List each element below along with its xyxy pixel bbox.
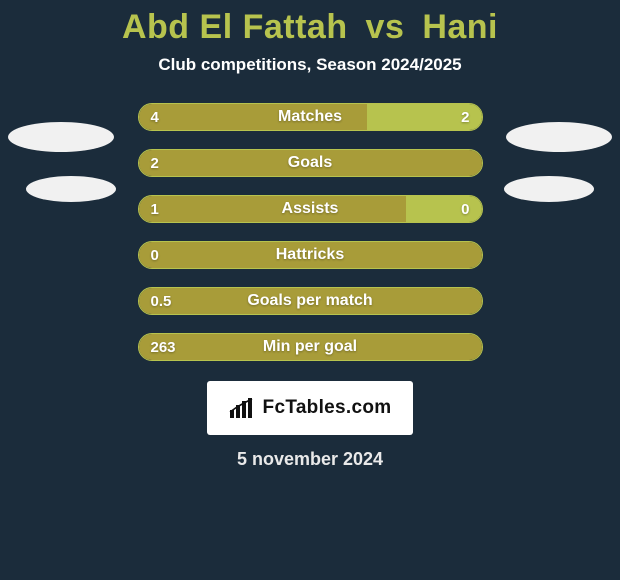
title-player1: Abd El Fattah: [122, 8, 348, 46]
stat-bar-player2: [367, 104, 481, 130]
stat-bar-player1: [139, 334, 482, 360]
title-player2: Hani: [422, 8, 498, 46]
stat-bar-player1: [139, 150, 482, 176]
player1-badge-bottom: [26, 176, 116, 202]
stat-row: Goals per match0.5: [138, 287, 483, 315]
stat-bar-player1: [139, 288, 482, 314]
brand-text: FcTables.com: [263, 397, 392, 419]
title: Abd El Fattah vs Hani: [0, 8, 620, 47]
stat-bar-player1: [139, 242, 482, 268]
stat-bar-player1: [139, 196, 407, 222]
brand-badge: FcTables.com: [207, 381, 413, 435]
subtitle: Club competitions, Season 2024/2025: [0, 55, 620, 75]
stat-rows: Matches42 Goals2 Assists10 Hattricks0 Goals …: [138, 103, 483, 361]
stat-row: Goals2: [138, 149, 483, 177]
stat-row: Matches42: [138, 103, 483, 131]
stat-bar-player1: [139, 104, 368, 130]
stat-bar-player2: [406, 196, 481, 222]
comparison-card: Abd El Fattah vs Hani Club competitions,…: [0, 0, 620, 580]
stat-row: Min per goal263: [138, 333, 483, 361]
stat-row: Assists10: [138, 195, 483, 223]
title-vs: vs: [366, 8, 405, 46]
player1-badge-top: [8, 122, 114, 152]
bar-chart-icon: [229, 398, 255, 418]
player2-badge-top: [506, 122, 612, 152]
stat-row: Hattricks0: [138, 241, 483, 269]
player2-badge-bottom: [504, 176, 594, 202]
date: 5 november 2024: [0, 449, 620, 470]
